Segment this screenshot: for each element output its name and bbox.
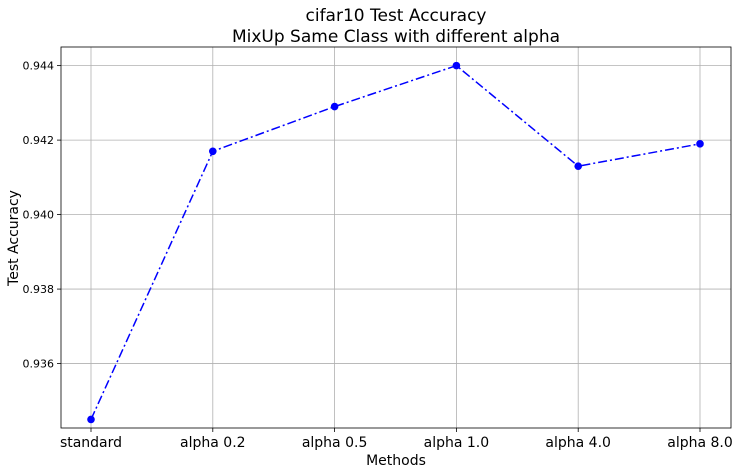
grid-layer [61,47,731,428]
x-tick-label: standard [60,435,122,451]
data-point [330,102,339,111]
data-point [87,415,95,424]
y-tick-label: 0.938 [23,283,55,296]
data-point [452,61,461,70]
data-point [209,147,217,156]
x-tick-label: alpha 0.5 [302,435,368,451]
chart-title: cifar10 Test Accuracy [306,6,487,26]
data-point [696,140,704,148]
y-tick-label: 0.944 [23,60,55,73]
chart-subtitle: MixUp Same Class with different alpha [232,27,560,47]
series-line [90,64,701,420]
plot-frame [60,46,732,429]
x-tick-label: alpha 4.0 [545,435,611,451]
series-layer [87,61,704,424]
data-point [574,162,582,170]
x-tick-label: alpha 8.0 [667,435,733,451]
y-tick-label: 0.940 [23,209,55,222]
tick-layer: standard alpha 0.2 alpha 0.5 alpha 1.0 alpha… [23,60,733,451]
y-axis-label: Test Accuracy [6,190,22,287]
x-tick-label: alpha 1.0 [424,435,490,451]
x-axis-label: Methods [366,453,426,469]
x-tick-label: alpha 0.2 [180,435,246,451]
y-tick-label: 0.942 [23,134,55,147]
y-tick-label: 0.936 [23,358,55,371]
